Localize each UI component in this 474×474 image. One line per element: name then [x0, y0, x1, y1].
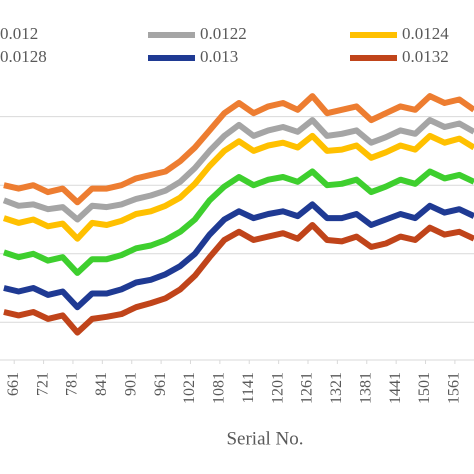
- x-tick-label: 1501: [416, 372, 433, 404]
- x-tick-label: 841: [93, 372, 110, 396]
- series-line: [3, 93, 474, 206]
- x-tick-label: 1441: [387, 372, 404, 404]
- legend-label: 0.012: [0, 24, 38, 43]
- series-line: [3, 201, 474, 311]
- legend-label: 0.0132: [402, 47, 449, 66]
- x-axis-title: Serial No.: [226, 428, 303, 449]
- legend-label: 0.0124: [402, 24, 449, 43]
- x-tick-label: 1201: [269, 372, 286, 404]
- x-tick-label: 781: [64, 372, 81, 396]
- x-tick-label: 1381: [357, 372, 374, 404]
- x-tick-label: 1081: [211, 372, 228, 404]
- x-tick-label: 1141: [240, 372, 257, 403]
- series-line: [2, 117, 474, 223]
- x-tick-label: 1321: [328, 372, 345, 404]
- x-tick-label: 1021: [181, 372, 198, 404]
- series-line: [3, 222, 474, 336]
- series-line: [2, 168, 474, 276]
- legend-label: 0.0128: [0, 47, 47, 66]
- legend-label: 0.0122: [200, 24, 247, 43]
- x-tick-label: 721: [34, 372, 51, 396]
- x-tick-label: 1561: [446, 372, 463, 404]
- x-tick-label: 1261: [299, 372, 316, 404]
- series-line: [2, 132, 474, 242]
- x-tick-label: 961: [152, 372, 169, 396]
- legend-label: 0.013: [200, 47, 238, 66]
- x-tick-label: 901: [122, 372, 139, 396]
- x-tick-label: 661: [5, 372, 22, 396]
